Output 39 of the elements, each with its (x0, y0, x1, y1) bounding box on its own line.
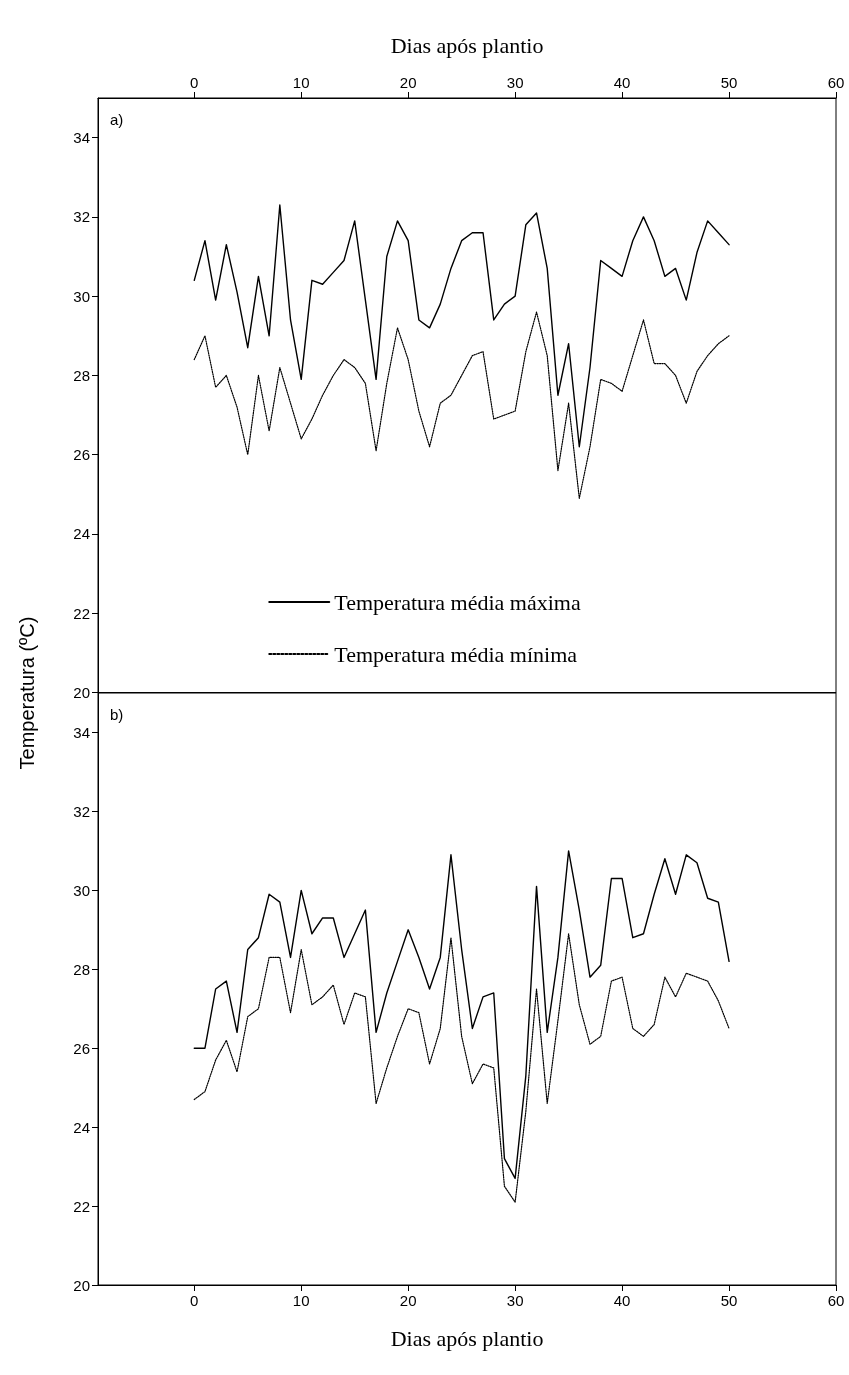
x2-tick-label: 30 (506, 74, 524, 91)
y-tick-label: 34 (73, 723, 90, 741)
x-tick-label: 60 (827, 1292, 845, 1309)
x2-tick-label: 0 (190, 74, 199, 91)
x-tick-label: 50 (720, 1292, 738, 1309)
annotation: a) (110, 111, 124, 128)
x2-tick-label: 10 (292, 74, 310, 91)
x-tick-label: 40 (613, 1292, 631, 1309)
legend-label: Temperatura média mínima (334, 641, 578, 667)
y-tick-label: 32 (73, 802, 90, 820)
line-series (193, 204, 730, 448)
y-tick-label: 30 (73, 287, 90, 305)
y-tick-label: 24 (73, 1118, 90, 1136)
y-tick-label: 28 (73, 366, 90, 384)
x2-axis-title: Dias após plantio (390, 32, 544, 58)
legend-label: Temperatura média máxima (334, 589, 581, 615)
y-tick-label: 30 (73, 881, 90, 899)
y-tick-label: 20 (73, 684, 90, 701)
annotation: b) (110, 706, 124, 723)
y-axis-title: Temperatura (ºC) (15, 616, 39, 770)
y-tick-label: 26 (73, 446, 90, 464)
y-tick-label: 34 (73, 129, 90, 147)
x2-tick-label: 60 (827, 74, 845, 91)
y-tick-label: 28 (73, 960, 90, 978)
x2-tick-label: 20 (399, 74, 417, 91)
y-tick-label: 32 (73, 208, 90, 226)
x-axis-title: Dias após plantio (390, 1325, 544, 1351)
x-tick-label: 10 (292, 1292, 310, 1309)
y-tick-label: 24 (73, 525, 90, 543)
x-tick-label: 20 (399, 1292, 417, 1309)
x-tick-label: 30 (506, 1292, 524, 1309)
x2-tick-label: 50 (720, 74, 738, 91)
y-tick-label: 20 (73, 1276, 90, 1294)
x2-tick-label: 40 (613, 74, 631, 91)
y-tick-label: 22 (73, 1197, 90, 1215)
x-tick-label: 0 (190, 1292, 199, 1309)
y-tick-label: 26 (73, 1039, 90, 1057)
y-tick-label: 22 (73, 604, 90, 622)
line-series (193, 311, 730, 499)
